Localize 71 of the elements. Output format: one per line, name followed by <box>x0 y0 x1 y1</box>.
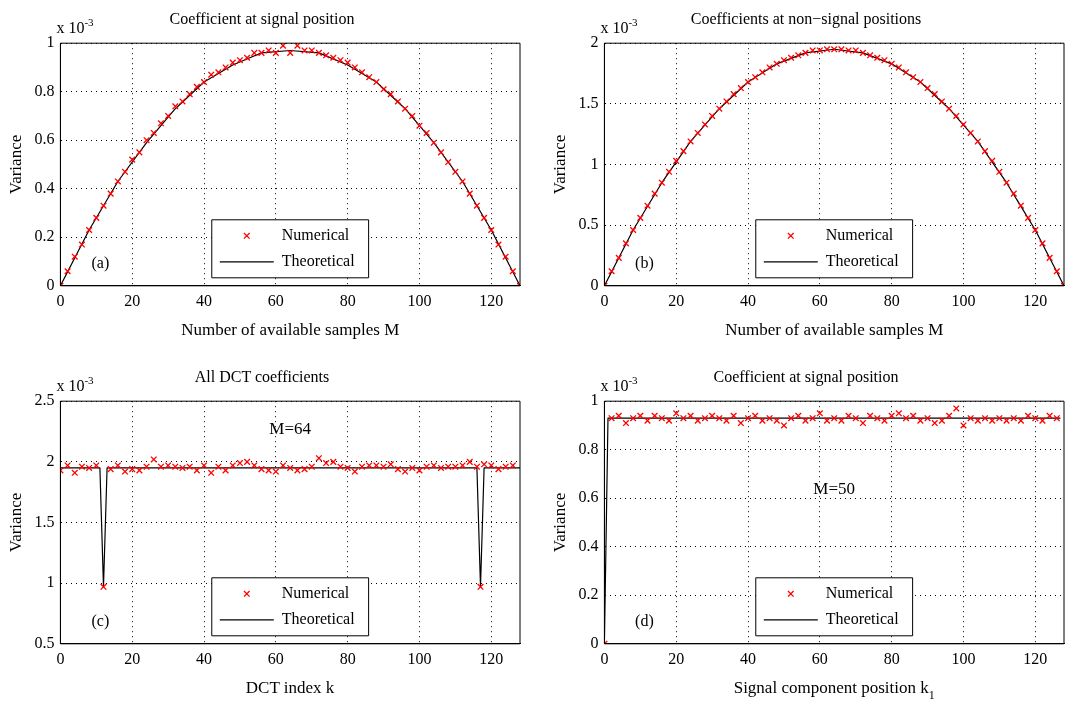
y-tick-label: 1 <box>590 391 599 409</box>
x-tick-label: 40 <box>740 649 757 667</box>
y-tick-label: 0.6 <box>578 488 599 506</box>
x-tick-label: 120 <box>479 649 504 667</box>
y-tick-label: 0.2 <box>578 585 599 603</box>
chart-title: All DCT coefficients <box>194 367 330 385</box>
x-tick-label: 100 <box>951 291 976 309</box>
y-axis-title: Variance <box>5 492 25 553</box>
legend-label: Numerical <box>825 584 894 601</box>
x-tick-label: 80 <box>339 649 356 667</box>
x-tick-label: 60 <box>267 291 284 309</box>
x-tick-label: 80 <box>339 291 356 309</box>
x-tick-label: 100 <box>407 649 432 667</box>
y-tick-label: 2 <box>590 33 599 51</box>
annotation: M=64 <box>269 419 312 439</box>
x-tick-label: 20 <box>124 291 141 309</box>
x-tick-label: 60 <box>811 649 828 667</box>
y-tick-label: 1 <box>46 573 55 591</box>
annotation: (b) <box>635 254 654 272</box>
legend-label: Numerical <box>281 584 350 601</box>
x-tick-label: 120 <box>479 291 504 309</box>
x-tick-label: 20 <box>668 291 685 309</box>
y-tick-label: 0 <box>590 276 599 293</box>
annotation: M=50 <box>813 479 856 499</box>
y-tick-label: 1 <box>46 33 55 51</box>
legend-label: Theoretical <box>825 610 900 627</box>
x-tick-label: 60 <box>267 649 284 667</box>
x-tick-label: 20 <box>668 649 685 667</box>
x-tick-label: 80 <box>883 291 900 309</box>
chart-title: Coefficient at signal position <box>169 9 355 28</box>
y-tick-label: 0.4 <box>578 536 599 554</box>
y-tick-label: 0.6 <box>34 130 55 148</box>
annotation: (a) <box>91 254 110 272</box>
chart-title: Coefficient at signal position <box>713 367 899 386</box>
y-tick-label: 0.2 <box>34 227 55 245</box>
y-tick-label: 0.5 <box>34 634 55 651</box>
y-axis-title: Variance <box>549 492 569 553</box>
legend-label: Theoretical <box>281 610 356 627</box>
x-tick-label: 40 <box>196 649 213 667</box>
y-axis-title: Variance <box>549 134 569 195</box>
y-tick-label: 2 <box>46 452 55 470</box>
chart-title: Coefficients at non−signal positions <box>690 9 922 28</box>
y-tick-label: 0 <box>590 634 599 651</box>
y-tick-label: 0 <box>46 276 55 293</box>
x-tick-label: 20 <box>124 649 141 667</box>
y-tick-label: 2.5 <box>34 391 55 409</box>
y-tick-label: 1.5 <box>578 94 599 112</box>
annotation: (c) <box>91 612 110 630</box>
x-tick-label: 60 <box>811 291 828 309</box>
y-tick-label: 0.4 <box>34 178 55 196</box>
x-tick-label: 120 <box>1023 649 1048 667</box>
legend-label: Numerical <box>281 226 350 243</box>
y-axis-title: Variance <box>5 134 25 195</box>
x-axis-title: DCT index k <box>245 678 335 698</box>
x-axis-title: Number of available samples M <box>181 320 400 340</box>
y-tick-label: 1.5 <box>34 512 55 530</box>
y-tick-label: 1 <box>590 154 599 172</box>
x-tick-label: 120 <box>1023 291 1048 309</box>
x-axis-title: Number of available samples M <box>725 320 944 340</box>
y-tick-label: 0.8 <box>34 81 55 99</box>
y-tick-label: 0.8 <box>578 439 599 457</box>
x-tick-label: 40 <box>740 291 757 309</box>
annotation: (d) <box>635 612 654 630</box>
legend-label: Theoretical <box>281 252 356 269</box>
x-tick-label: 40 <box>196 291 213 309</box>
legend-label: Numerical <box>825 226 894 243</box>
x-tick-label: 100 <box>951 649 976 667</box>
x-tick-label: 80 <box>883 649 900 667</box>
legend-label: Theoretical <box>825 252 900 269</box>
x-tick-label: 100 <box>407 291 432 309</box>
y-tick-label: 0.5 <box>578 215 599 233</box>
